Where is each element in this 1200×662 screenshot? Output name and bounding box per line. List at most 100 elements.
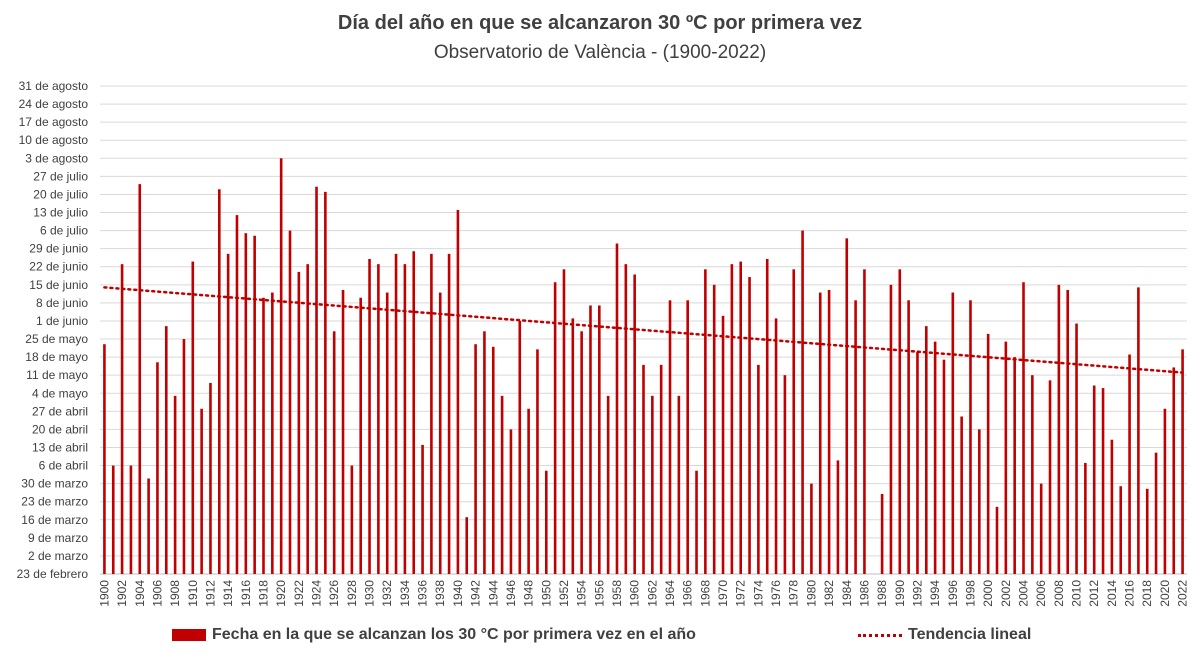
- bar: [924, 326, 928, 574]
- x-tick-label: 1964: [663, 580, 677, 607]
- bar: [801, 230, 804, 574]
- bar: [757, 364, 760, 574]
- legend-label-trend: Tendencia lineal: [908, 626, 1032, 643]
- bar: [898, 269, 902, 574]
- bar: [1048, 380, 1052, 574]
- x-tick-label: 1938: [433, 580, 447, 607]
- x-tick-label: 2014: [1105, 580, 1119, 607]
- bar: [536, 349, 539, 574]
- bar: [704, 269, 707, 574]
- bar: [1022, 282, 1025, 574]
- x-tick-label: 1958: [610, 580, 624, 607]
- bar: [1039, 483, 1043, 574]
- bar: [412, 251, 416, 575]
- bar: [810, 483, 813, 574]
- x-tick-label: 1978: [787, 580, 801, 607]
- bar: [456, 209, 460, 574]
- bar: [1181, 349, 1184, 574]
- bar: [659, 364, 663, 574]
- bar: [642, 364, 645, 574]
- bar: [1119, 486, 1123, 574]
- x-tick-labels: 1900 1902 1904 1906 1908 1910 1912 1914 1916 1918…: [97, 580, 1189, 607]
- y-tick-label: 23 de marzo: [21, 495, 88, 509]
- y-tick-label: 24 de agosto: [19, 97, 89, 111]
- x-tick-label: 1974: [751, 580, 765, 607]
- bar: [633, 274, 636, 574]
- x-tick-label: 2000: [981, 580, 995, 607]
- bar: [164, 326, 168, 574]
- bar: [173, 395, 177, 574]
- legend-label-bars: Fecha en la que se alcanzan los 30 °C po…: [212, 626, 696, 643]
- x-tick-label: 2010: [1070, 580, 1084, 607]
- bar: [253, 235, 256, 575]
- x-tick-label: 1962: [645, 580, 659, 607]
- bar: [1084, 462, 1087, 574]
- bar: [377, 264, 380, 574]
- y-tick-label: 31 de agosto: [19, 79, 89, 93]
- y-tick-label: 27 de abril: [32, 404, 88, 418]
- legend-bar-swatch: [172, 629, 206, 641]
- y-tick-label: 30 de marzo: [21, 477, 88, 491]
- bar: [1013, 357, 1016, 574]
- bar: [553, 282, 557, 574]
- bar: [907, 300, 910, 574]
- bar: [774, 318, 778, 574]
- bar: [306, 264, 309, 574]
- bar: [518, 320, 522, 574]
- bar: [1101, 388, 1105, 574]
- bar: [244, 233, 248, 574]
- x-tick-label: 1926: [327, 580, 341, 607]
- bar: [651, 395, 654, 574]
- bar: [1137, 287, 1140, 574]
- x-tick-label: 2004: [1017, 580, 1031, 607]
- trendline: [103, 286, 1184, 374]
- x-tick-label: 2018: [1140, 580, 1154, 607]
- y-tick-label: 4 de mayo: [32, 386, 88, 400]
- bar: [1092, 385, 1096, 574]
- bar: [1172, 367, 1176, 574]
- bar: [1128, 354, 1131, 574]
- bar: [394, 253, 398, 574]
- bar: [836, 460, 840, 574]
- bar: [748, 277, 751, 574]
- y-tick-label: 29 de junio: [29, 242, 88, 256]
- bar: [854, 300, 857, 574]
- x-tick-label: 1920: [274, 580, 288, 607]
- x-tick-label: 1942: [469, 580, 483, 607]
- bar: [226, 253, 230, 574]
- x-tick-label: 1996: [946, 580, 960, 607]
- legend-item-trend: Tendencia lineal: [858, 626, 1031, 644]
- x-tick-label: 1912: [203, 580, 217, 607]
- y-tick-label: 8 de junio: [36, 296, 88, 310]
- bar: [1066, 289, 1069, 574]
- y-tick-label: 23 de febrero: [17, 567, 89, 581]
- bar: [350, 465, 354, 574]
- chart-title: Día del año en que se alcanzaron 30 ºC p…: [337, 12, 863, 34]
- y-tick-label: 20 de abril: [32, 422, 88, 436]
- bar: [845, 238, 849, 574]
- bar: [960, 416, 963, 574]
- bar: [129, 465, 133, 574]
- bar: [421, 444, 424, 574]
- bar: [1154, 452, 1158, 574]
- bar: [359, 297, 363, 574]
- y-tick-label: 20 de julio: [33, 187, 88, 201]
- x-tick-label: 1990: [893, 580, 907, 607]
- x-tick-label: 1932: [380, 580, 394, 607]
- bar: [271, 292, 274, 574]
- bar: [598, 305, 601, 574]
- bar: [368, 258, 371, 574]
- bar: [315, 186, 318, 574]
- x-tick-label: 1902: [115, 580, 129, 607]
- bar: [209, 382, 212, 574]
- x-tick-label: 2022: [1176, 580, 1190, 607]
- bar: [615, 243, 619, 575]
- bar: [1031, 375, 1034, 574]
- bar: [589, 305, 592, 574]
- bar: [297, 271, 301, 574]
- bar: [438, 292, 442, 574]
- bar: [783, 375, 787, 574]
- bar: [235, 215, 239, 574]
- bar: [739, 261, 743, 574]
